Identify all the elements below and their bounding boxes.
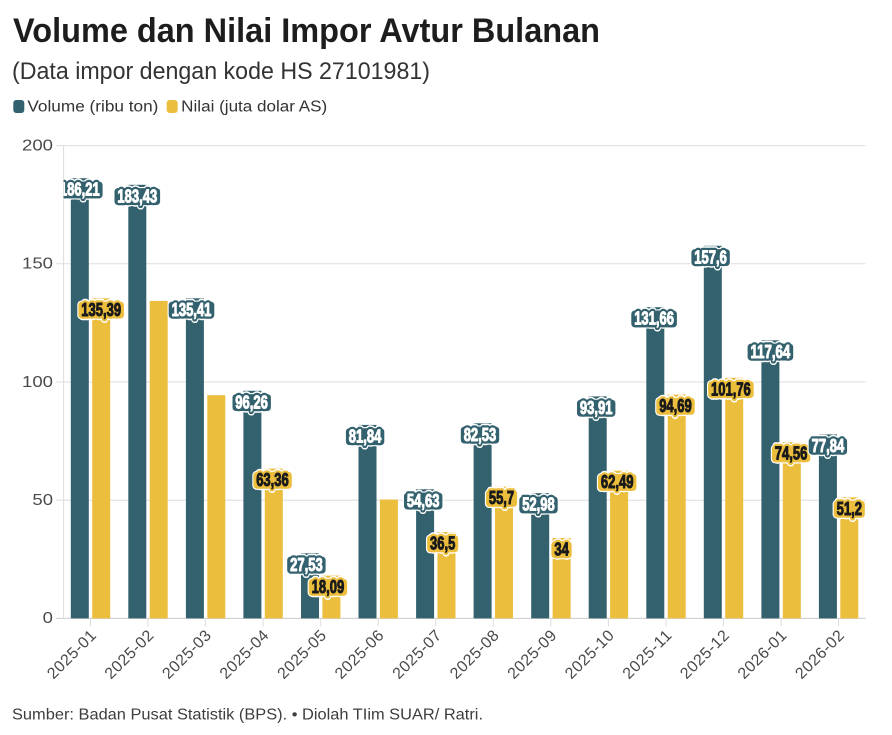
svg-text:117,64: 117,64 <box>751 342 791 362</box>
svg-text:50: 50 <box>32 492 53 509</box>
svg-text:200: 200 <box>22 137 53 154</box>
svg-text:77,84: 77,84 <box>812 436 845 456</box>
svg-text:34: 34 <box>554 540 569 560</box>
svg-text:81,84: 81,84 <box>349 426 382 446</box>
svg-text:0: 0 <box>43 610 53 627</box>
svg-text:135,39: 135,39 <box>81 300 121 320</box>
svg-text:Sumber: Badan Pusat Statistik: Sumber: Badan Pusat Statistik (BPS). • D… <box>12 707 483 724</box>
svg-text:101,76: 101,76 <box>711 379 751 399</box>
svg-text:93,91: 93,91 <box>580 398 613 418</box>
svg-text:Volume (ribu ton): Volume (ribu ton) <box>27 98 158 115</box>
svg-text:131,66: 131,66 <box>634 309 674 329</box>
svg-text:63,36: 63,36 <box>256 470 289 490</box>
svg-text:34: 34 <box>554 540 569 560</box>
svg-text:Nilai (juta dolar AS): Nilai (juta dolar AS) <box>181 98 327 115</box>
svg-text:27,53: 27,53 <box>290 555 323 575</box>
svg-text:51,2: 51,2 <box>837 499 862 519</box>
svg-text:96,26: 96,26 <box>235 392 268 412</box>
svg-text:74,56: 74,56 <box>775 444 808 464</box>
svg-text:Volume dan Nilai Impor Avtur B: Volume dan Nilai Impor Avtur Bulanan <box>13 12 600 50</box>
svg-text:82,53: 82,53 <box>464 425 497 445</box>
svg-text:135,41: 135,41 <box>172 300 212 320</box>
svg-text:96,26: 96,26 <box>235 392 268 412</box>
svg-text:54,63: 54,63 <box>407 491 440 511</box>
svg-text:54,63: 54,63 <box>407 491 440 511</box>
svg-text:94,69: 94,69 <box>659 396 692 416</box>
svg-text:62,49: 62,49 <box>601 472 634 492</box>
svg-text:100: 100 <box>22 374 53 391</box>
svg-text:93,91: 93,91 <box>580 398 613 418</box>
svg-text:101,76: 101,76 <box>711 379 751 399</box>
svg-text:157,6: 157,6 <box>694 247 727 267</box>
svg-text:183,43: 183,43 <box>117 186 157 206</box>
svg-text:55,7: 55,7 <box>489 488 514 508</box>
svg-text:52,98: 52,98 <box>522 495 555 515</box>
svg-text:186,21: 186,21 <box>60 180 100 200</box>
svg-text:63,36: 63,36 <box>256 470 289 490</box>
svg-text:183,43: 183,43 <box>117 186 157 206</box>
svg-text:52,98: 52,98 <box>522 495 555 515</box>
svg-text:18,09: 18,09 <box>312 577 345 597</box>
svg-text:36,5: 36,5 <box>430 534 455 554</box>
svg-text:(Data impor dengan kode HS 271: (Data impor dengan kode HS 27101981) <box>12 58 430 85</box>
svg-text:74,56: 74,56 <box>775 444 808 464</box>
svg-text:81,84: 81,84 <box>349 426 382 446</box>
svg-text:135,41: 135,41 <box>172 300 212 320</box>
svg-text:55,7: 55,7 <box>489 488 514 508</box>
svg-text:117,64: 117,64 <box>751 342 791 362</box>
svg-text:150: 150 <box>22 256 53 273</box>
svg-text:157,6: 157,6 <box>694 247 727 267</box>
svg-text:186,21: 186,21 <box>60 180 100 200</box>
svg-text:62,49: 62,49 <box>601 472 634 492</box>
svg-text:94,69: 94,69 <box>659 396 692 416</box>
svg-text:82,53: 82,53 <box>464 425 497 445</box>
svg-text:27,53: 27,53 <box>290 555 323 575</box>
svg-text:135,39: 135,39 <box>81 300 121 320</box>
svg-text:131,66: 131,66 <box>634 309 674 329</box>
svg-text:51,2: 51,2 <box>837 499 862 519</box>
svg-text:77,84: 77,84 <box>812 436 845 456</box>
svg-text:36,5: 36,5 <box>430 534 455 554</box>
svg-text:18,09: 18,09 <box>312 577 345 597</box>
